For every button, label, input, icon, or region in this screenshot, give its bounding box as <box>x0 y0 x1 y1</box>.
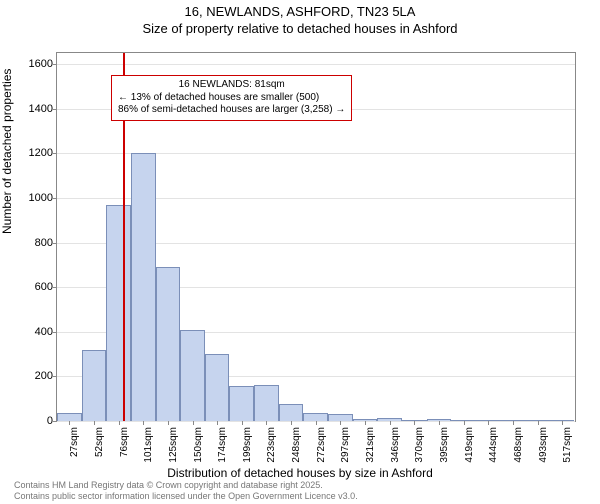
ytick-mark <box>53 64 57 65</box>
ytick-mark <box>53 198 57 199</box>
histogram-bar <box>205 354 230 421</box>
histogram-bar <box>57 413 82 421</box>
footer-line2: Contains public sector information licen… <box>14 491 358 502</box>
histogram-bar <box>303 413 328 421</box>
xtick-label: 27sqm <box>69 427 80 457</box>
xtick-label: 76sqm <box>119 427 130 457</box>
xtick-mark <box>193 421 194 425</box>
xtick-mark <box>513 421 514 425</box>
ytick-mark <box>53 109 57 110</box>
xtick-mark <box>291 421 292 425</box>
footer-line1: Contains HM Land Registry data © Crown c… <box>14 480 358 491</box>
ytick-mark <box>53 153 57 154</box>
xtick-mark <box>439 421 440 425</box>
histogram-bar <box>131 153 156 421</box>
xtick-mark <box>316 421 317 425</box>
chart-title-line1: 16, NEWLANDS, ASHFORD, TN23 5LA <box>0 4 600 19</box>
footer-attribution: Contains HM Land Registry data © Crown c… <box>14 480 358 502</box>
callout-line3: 86% of semi-detached houses are larger (… <box>118 104 345 117</box>
xtick-mark <box>390 421 391 425</box>
ytick-label: 1400 <box>29 103 53 115</box>
ytick-label: 0 <box>47 415 53 427</box>
xtick-mark <box>538 421 539 425</box>
xtick-mark <box>464 421 465 425</box>
histogram-bar <box>254 385 279 421</box>
ytick-mark <box>53 287 57 288</box>
xtick-label: 199sqm <box>242 427 253 463</box>
plot-area: 0200400600800100012001400160027sqm52sqm7… <box>56 52 576 422</box>
histogram-bar <box>328 414 353 421</box>
ytick-mark <box>53 332 57 333</box>
ytick-mark <box>53 243 57 244</box>
xtick-mark <box>168 421 169 425</box>
xtick-label: 419sqm <box>464 427 475 463</box>
xtick-mark <box>119 421 120 425</box>
xtick-mark <box>242 421 243 425</box>
y-axis-label: Number of detached properties <box>0 69 14 234</box>
xtick-mark <box>414 421 415 425</box>
xtick-label: 125sqm <box>168 427 179 463</box>
ytick-label: 400 <box>35 326 53 338</box>
xtick-mark <box>217 421 218 425</box>
ytick-label: 1000 <box>29 192 53 204</box>
ytick-label: 1200 <box>29 147 53 159</box>
gridline-h <box>57 64 575 65</box>
xtick-mark <box>94 421 95 425</box>
xtick-label: 297sqm <box>340 427 351 463</box>
xtick-label: 223sqm <box>266 427 277 463</box>
xtick-mark <box>266 421 267 425</box>
xtick-mark <box>488 421 489 425</box>
xtick-label: 321sqm <box>365 427 376 463</box>
xtick-label: 370sqm <box>414 427 425 463</box>
xtick-label: 395sqm <box>439 427 450 463</box>
histogram-bar <box>229 386 254 421</box>
ytick-mark <box>53 421 57 422</box>
xtick-label: 468sqm <box>513 427 524 463</box>
x-axis-label: Distribution of detached houses by size … <box>0 466 600 480</box>
histogram-bar <box>279 404 304 421</box>
xtick-label: 444sqm <box>488 427 499 463</box>
xtick-label: 101sqm <box>143 427 154 463</box>
xtick-label: 493sqm <box>538 427 549 463</box>
xtick-label: 272sqm <box>316 427 327 463</box>
histogram-bar <box>180 330 205 421</box>
ytick-label: 1600 <box>29 58 53 70</box>
xtick-label: 517sqm <box>562 427 573 463</box>
xtick-label: 52sqm <box>94 427 105 457</box>
ytick-label: 800 <box>35 237 53 249</box>
ytick-label: 200 <box>35 370 53 382</box>
xtick-mark <box>340 421 341 425</box>
histogram-bar <box>106 205 131 421</box>
ytick-mark <box>53 376 57 377</box>
ytick-label: 600 <box>35 281 53 293</box>
callout-line1: 16 NEWLANDS: 81sqm <box>118 79 345 92</box>
xtick-label: 248sqm <box>291 427 302 463</box>
histogram-bar <box>156 267 181 421</box>
xtick-mark <box>562 421 563 425</box>
xtick-mark <box>69 421 70 425</box>
histogram-bar <box>82 350 107 421</box>
xtick-label: 174sqm <box>217 427 228 463</box>
callout-box: 16 NEWLANDS: 81sqm← 13% of detached hous… <box>111 75 352 121</box>
callout-line2: ← 13% of detached houses are smaller (50… <box>118 92 345 105</box>
chart-title-line2: Size of property relative to detached ho… <box>0 21 600 36</box>
xtick-label: 150sqm <box>193 427 204 463</box>
xtick-mark <box>143 421 144 425</box>
xtick-label: 346sqm <box>390 427 401 463</box>
xtick-mark <box>365 421 366 425</box>
